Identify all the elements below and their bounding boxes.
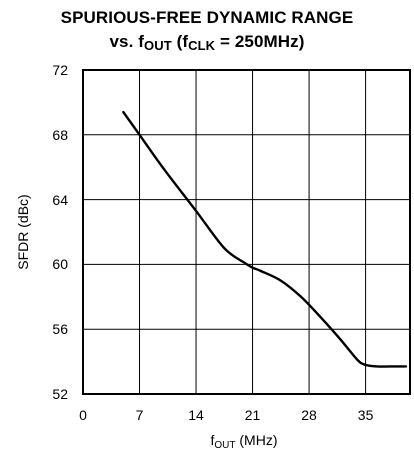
x-tick-label: 14 [188, 407, 204, 423]
y-axis-label: SFDR (dBc) [15, 194, 31, 270]
x-axis-label-suffix: (MHz) [235, 432, 278, 448]
x-axis-label-main: f [210, 432, 215, 448]
sfdr-series-line [122, 110, 408, 368]
y-tick-label: 60 [52, 256, 68, 273]
plot-frame [82, 69, 411, 395]
title-mid: (f [171, 32, 189, 51]
chart-title-line2: vs. fOUT (fCLK = 250MHz) [0, 32, 414, 52]
title-suffix: = 250MHz) [215, 32, 305, 51]
x-axis-label-subscript: OUT [214, 440, 236, 451]
x-tick-label: 28 [301, 407, 317, 423]
title-prefix: vs. f [109, 32, 145, 51]
y-tick-label: 68 [52, 126, 68, 143]
chart-series-group [122, 110, 408, 368]
x-tick-label: 35 [357, 407, 374, 423]
title-subscript-clk: CLK [188, 38, 216, 53]
y-tick-label: 72 [52, 62, 68, 78]
x-axis-label: fOUT (MHz) [210, 432, 278, 451]
x-tick-label: 42 [407, 407, 414, 423]
y-tick-label: 64 [52, 191, 68, 208]
x-tick-label: 7 [135, 407, 144, 423]
y-tick-label: 52 [52, 386, 68, 402]
chart-title-line1: SPURIOUS-FREE DYNAMIC RANGE [60, 8, 354, 27]
x-tick-label: 21 [244, 407, 261, 423]
y-tick-label: 56 [52, 321, 68, 338]
chart-grid [83, 70, 410, 394]
x-tick-label: 0 [79, 407, 87, 423]
title-subscript-out: OUT [144, 38, 172, 53]
